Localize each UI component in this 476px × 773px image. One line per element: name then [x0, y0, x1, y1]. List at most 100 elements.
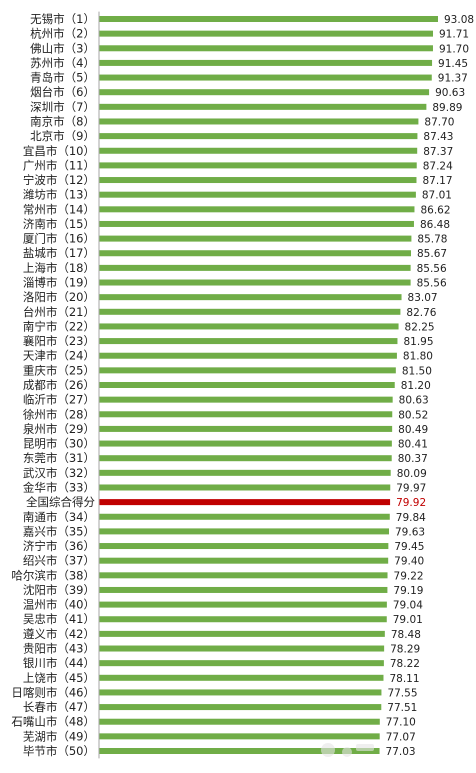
bar — [99, 89, 430, 96]
bars-layer — [99, 16, 438, 754]
value-label: 78.48 — [391, 629, 421, 641]
bar — [99, 425, 393, 432]
category-label: 襄阳市（23） — [23, 334, 95, 348]
category-label: 青岛市（5） — [30, 71, 95, 85]
category-label: 盐城市（17） — [23, 246, 95, 260]
bar — [99, 704, 382, 711]
value-label: 81.50 — [402, 365, 432, 377]
category-label: 东莞市（31） — [23, 451, 95, 465]
category-label: 绍兴市（37） — [23, 554, 95, 568]
value-label: 85.67 — [417, 248, 447, 260]
category-label: 佛山市（3） — [30, 41, 95, 55]
category-label: 毕节市（50） — [23, 744, 95, 758]
bar — [99, 206, 415, 213]
value-label: 79.45 — [394, 541, 424, 553]
value-label: 89.89 — [432, 102, 462, 114]
value-label: 81.80 — [403, 351, 433, 363]
value-label: 79.22 — [394, 570, 424, 582]
bar — [99, 235, 412, 242]
value-label: 79.04 — [393, 600, 423, 612]
value-label: 91.45 — [438, 58, 468, 70]
category-label: 天津市（24） — [23, 349, 95, 363]
category-label: 武汉市（32） — [23, 466, 95, 480]
category-label: 石嘴山市（48） — [11, 715, 95, 729]
category-label: 宜昌市（10） — [23, 144, 95, 158]
value-label: 91.71 — [439, 29, 469, 41]
value-label: 77.07 — [386, 731, 416, 743]
value-labels-layer: 93.08 91.71 91.70 91.45 91.37 90.63 89.89 87.70… — [386, 14, 475, 758]
category-label: 金华市（33） — [23, 480, 95, 494]
value-label: 80.41 — [398, 439, 428, 451]
bar — [99, 59, 433, 66]
category-label: 淄博市（19） — [23, 276, 95, 290]
value-label: 78.11 — [389, 673, 419, 685]
value-label: 85.56 — [417, 278, 447, 290]
bar — [99, 557, 389, 564]
category-labels-layer: 无锡市（1）杭州市（2）佛山市（3）苏州市（4）青岛市（5）烟台市（6）深圳市（… — [11, 12, 95, 758]
category-label: 潍坊市（13） — [23, 188, 95, 202]
category-label: 银川市（44） — [23, 656, 95, 670]
bar — [99, 630, 385, 637]
category-label: 常州市（14） — [23, 202, 95, 216]
value-label: 87.24 — [423, 160, 453, 172]
category-label: 广州市（11） — [23, 158, 95, 172]
value-label: 86.62 — [420, 204, 450, 216]
value-label: 79.92 — [396, 497, 426, 509]
value-label: 79.40 — [394, 556, 424, 568]
value-label: 77.10 — [386, 717, 416, 729]
value-label: 87.17 — [422, 175, 452, 187]
value-label: 79.01 — [393, 614, 423, 626]
category-label: 无锡市（1） — [30, 12, 95, 26]
value-label: 87.70 — [424, 116, 454, 128]
category-label: 贵阳市（43） — [23, 642, 95, 656]
category-label: 全国综合得分 — [26, 495, 95, 509]
bar — [99, 250, 412, 257]
bar — [99, 264, 411, 271]
bar — [99, 162, 417, 169]
bar — [99, 660, 384, 667]
value-label: 78.22 — [390, 658, 420, 670]
bar — [99, 718, 380, 725]
category-label: 烟台市（6） — [30, 85, 95, 99]
bar — [99, 30, 434, 37]
category-label: 南京市（8） — [30, 114, 95, 128]
bar — [99, 382, 395, 388]
category-label: 上饶市（45） — [23, 671, 95, 685]
bar — [99, 308, 401, 315]
bar — [99, 74, 432, 81]
category-label: 临沂市（27） — [23, 393, 95, 407]
bar — [99, 118, 419, 125]
category-label: 上海市（18） — [23, 261, 95, 275]
bar — [99, 133, 418, 140]
category-label: 南通市（34） — [23, 510, 95, 524]
value-label: 80.37 — [398, 453, 428, 465]
category-label: 芜湖市（49） — [23, 729, 95, 743]
value-label: 82.25 — [405, 321, 435, 333]
category-label: 温州市（40） — [23, 598, 95, 612]
value-label: 77.55 — [387, 687, 417, 699]
bar — [99, 396, 393, 403]
category-label: 遵义市（42） — [23, 627, 95, 641]
bar — [99, 147, 418, 154]
watermark-logo — [321, 743, 374, 757]
bar — [99, 367, 396, 374]
category-label: 杭州市（2） — [30, 27, 95, 41]
value-label: 85.78 — [417, 234, 447, 246]
bar — [99, 689, 382, 696]
value-label: 87.37 — [423, 146, 453, 158]
category-label: 哈尔滨市（38） — [11, 568, 95, 582]
value-label: 93.08 — [444, 14, 474, 26]
category-label: 台州市（21） — [23, 305, 95, 319]
category-label: 成都市（26） — [23, 378, 95, 392]
value-label: 81.20 — [401, 380, 431, 392]
category-label: 济南市（15） — [23, 217, 95, 231]
category-label: 南宁市（22） — [23, 319, 95, 333]
category-label: 厦门市（16） — [23, 232, 95, 246]
value-label: 77.03 — [386, 746, 416, 758]
bar — [99, 440, 392, 447]
bar — [99, 220, 414, 227]
value-label: 79.19 — [393, 585, 423, 597]
category-label: 济宁市（36） — [23, 539, 95, 553]
category-label: 重庆市（25） — [23, 363, 95, 377]
